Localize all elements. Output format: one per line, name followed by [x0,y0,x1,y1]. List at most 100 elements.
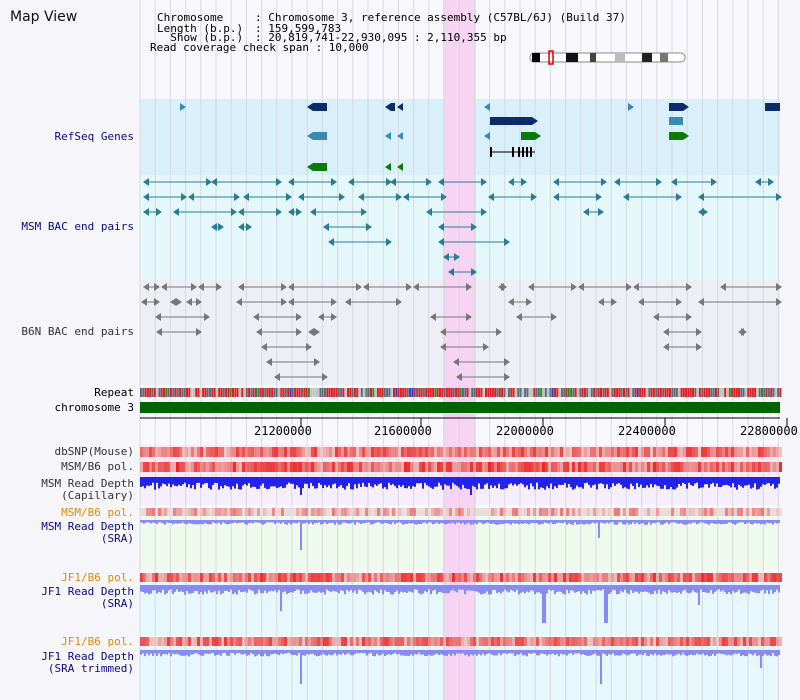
depth-bar [274,650,276,654]
polymorphism-cell [755,462,758,472]
repeat-feature [328,388,331,397]
depth-bar [750,650,752,655]
polymorphism-cell [554,447,557,457]
track-label-msm-bac[interactable]: MSM BAC end pairs [21,220,134,233]
depth-bar [642,520,644,524]
track-label-msm-b6-pol-2[interactable]: MSM/B6 pol. [61,506,134,519]
depth-bar [280,650,282,654]
depth-bar [240,477,242,490]
polymorphism-cell [308,508,311,516]
depth-bar [730,585,732,595]
depth-bar [560,650,562,654]
polymorphism-cell [695,573,698,582]
polymorphism-cell [371,573,374,582]
depth-bar [142,650,144,654]
polymorphism-cell [290,573,293,582]
polymorphism-cell [236,447,239,457]
polymorphism-cell [488,447,491,457]
depth-bar [404,520,406,525]
polymorphism-cell [665,637,668,646]
depth-bar [550,585,552,591]
depth-bar [740,585,742,594]
polymorphism-cell [296,637,299,646]
polymorphism-cell [560,447,563,457]
depth-bar [560,585,562,592]
depth-bar [336,650,338,656]
polymorphism-cell [593,573,596,582]
depth-bar [768,477,770,484]
depth-bar [468,520,470,523]
depth-bar [408,477,410,487]
polymorphism-cell [617,447,620,457]
polymorphism-cell [284,508,287,516]
track-label-b6n-bac[interactable]: B6N BAC end pairs [21,325,134,338]
depth-bar [778,585,780,593]
polymorphism-cell [221,508,224,516]
depth-bar [338,585,340,594]
depth-bar [528,650,530,654]
depth-bar [544,520,546,523]
track-label-dbsnp[interactable]: dbSNP(Mouse) [54,445,134,458]
depth-bar [650,650,652,655]
track-label-msm-depth-sra[interactable]: MSM Read Depth [41,520,134,533]
polymorphism-cell [584,447,587,457]
polymorphism-cell [377,462,380,472]
ideogram-band [642,53,652,62]
polymorphism-cell [335,637,338,646]
track-label-jf1-depth-sra[interactable]: JF1 Read Depth [41,585,134,598]
depth-bar [488,477,490,489]
repeat-feature [613,388,616,397]
depth-bar [750,585,752,592]
polymorphism-cell [467,573,470,582]
polymorphism-cell [632,447,635,457]
track-label-msm-depth-cap[interactable]: MSM Read Depth [41,477,134,490]
depth-bar [714,585,716,592]
depth-bar [402,520,404,525]
bac-end-arrow [314,358,320,366]
polymorphism-cell [776,637,779,646]
depth-bar [622,650,624,654]
depth-bar [258,650,260,655]
depth-bar [632,585,634,593]
polymorphism-cell [542,508,545,516]
polymorphism-cell [596,462,599,472]
polymorphism-cell [605,573,608,582]
repeat-feature [153,388,156,397]
polymorphism-cell [545,573,548,582]
polymorphism-cell [140,637,143,646]
track-label-jf1-depth-trim[interactable]: JF1 Read Depth [41,650,134,663]
repeat-feature [370,388,372,397]
polymorphism-cell [239,447,242,457]
repeat-feature [487,388,490,397]
polymorphism-cell [497,573,500,582]
polymorphism-cell [686,462,689,472]
bac-end-arrow [720,283,726,291]
depth-bar [420,585,422,595]
polymorphism-cell [140,462,143,472]
depth-bar [466,650,468,655]
bac-end-arrow [614,178,620,186]
depth-bar [332,650,334,655]
strand-arrow [628,103,634,111]
depth-bar [306,520,308,523]
polymorphism-cell [482,462,485,472]
depth-bar [290,520,292,525]
polymorphism-cell [770,508,773,516]
track-label-msm-b6-pol[interactable]: MSM/B6 pol. [61,460,134,473]
track-label-jf1-b6-pol-2[interactable]: JF1/B6 pol. [61,635,134,648]
polymorphism-cell [227,462,230,472]
depth-bar [594,477,596,485]
depth-bar [654,520,656,524]
polymorphism-cell [758,637,761,646]
track-label-jf1-b6-pol[interactable]: JF1/B6 pol. [61,571,134,584]
polymorphism-cell [599,508,602,516]
depth-bar [250,520,252,523]
depth-bar [236,585,238,595]
polymorphism-cell [731,508,734,516]
repeat-feature [643,388,646,397]
repeat-feature [245,388,248,397]
depth-bar [702,520,704,523]
track-label-refseq[interactable]: RefSeq Genes [54,130,134,143]
repeat-feature [595,388,598,397]
